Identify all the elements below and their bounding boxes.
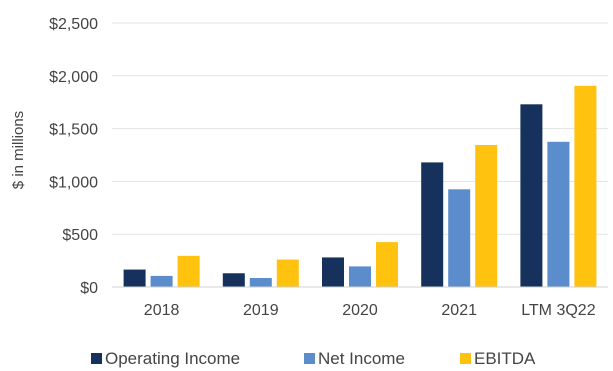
y-axis-ticks: $0 $500 $1,000 $1,500 $2,000 $2,500 xyxy=(49,16,98,297)
bars xyxy=(123,85,597,287)
legend-swatch xyxy=(460,353,471,364)
legend-label: EBITDA xyxy=(474,349,536,368)
bar xyxy=(123,269,146,287)
bar xyxy=(421,162,444,287)
y-tick-label: $1,000 xyxy=(49,174,98,191)
bar xyxy=(448,189,471,287)
y-axis-title: $ in millions xyxy=(10,111,27,189)
legend-swatch xyxy=(91,353,102,364)
bar xyxy=(222,273,245,287)
bar xyxy=(150,275,173,287)
legend: Operating Income Net Income EBITDA xyxy=(91,349,536,368)
bar xyxy=(475,144,498,287)
legend-swatch xyxy=(304,353,315,364)
legend-label: Net Income xyxy=(318,349,405,368)
x-tick-label: LTM 3Q22 xyxy=(521,302,596,319)
x-tick-label: 2018 xyxy=(144,302,180,319)
bar xyxy=(349,266,371,287)
y-tick-label: $500 xyxy=(62,227,98,244)
bar xyxy=(276,259,299,287)
bar xyxy=(574,85,597,287)
bar xyxy=(322,257,344,287)
y-tick-label: $0 xyxy=(80,280,98,297)
x-tick-label: 2020 xyxy=(342,302,378,319)
legend-label: Operating Income xyxy=(105,349,240,368)
x-tick-label: 2019 xyxy=(243,302,279,319)
y-tick-label: $2,000 xyxy=(49,69,98,86)
x-axis-categories: 2018 2019 2020 2021 LTM 3Q22 xyxy=(144,302,596,319)
x-tick-label: 2021 xyxy=(441,302,477,319)
bar xyxy=(249,278,272,287)
y-tick-label: $1,500 xyxy=(49,122,98,139)
bar xyxy=(547,141,570,287)
y-tick-label: $2,500 xyxy=(49,16,98,33)
bar xyxy=(177,255,200,287)
bar xyxy=(520,104,543,287)
bar xyxy=(376,242,398,287)
